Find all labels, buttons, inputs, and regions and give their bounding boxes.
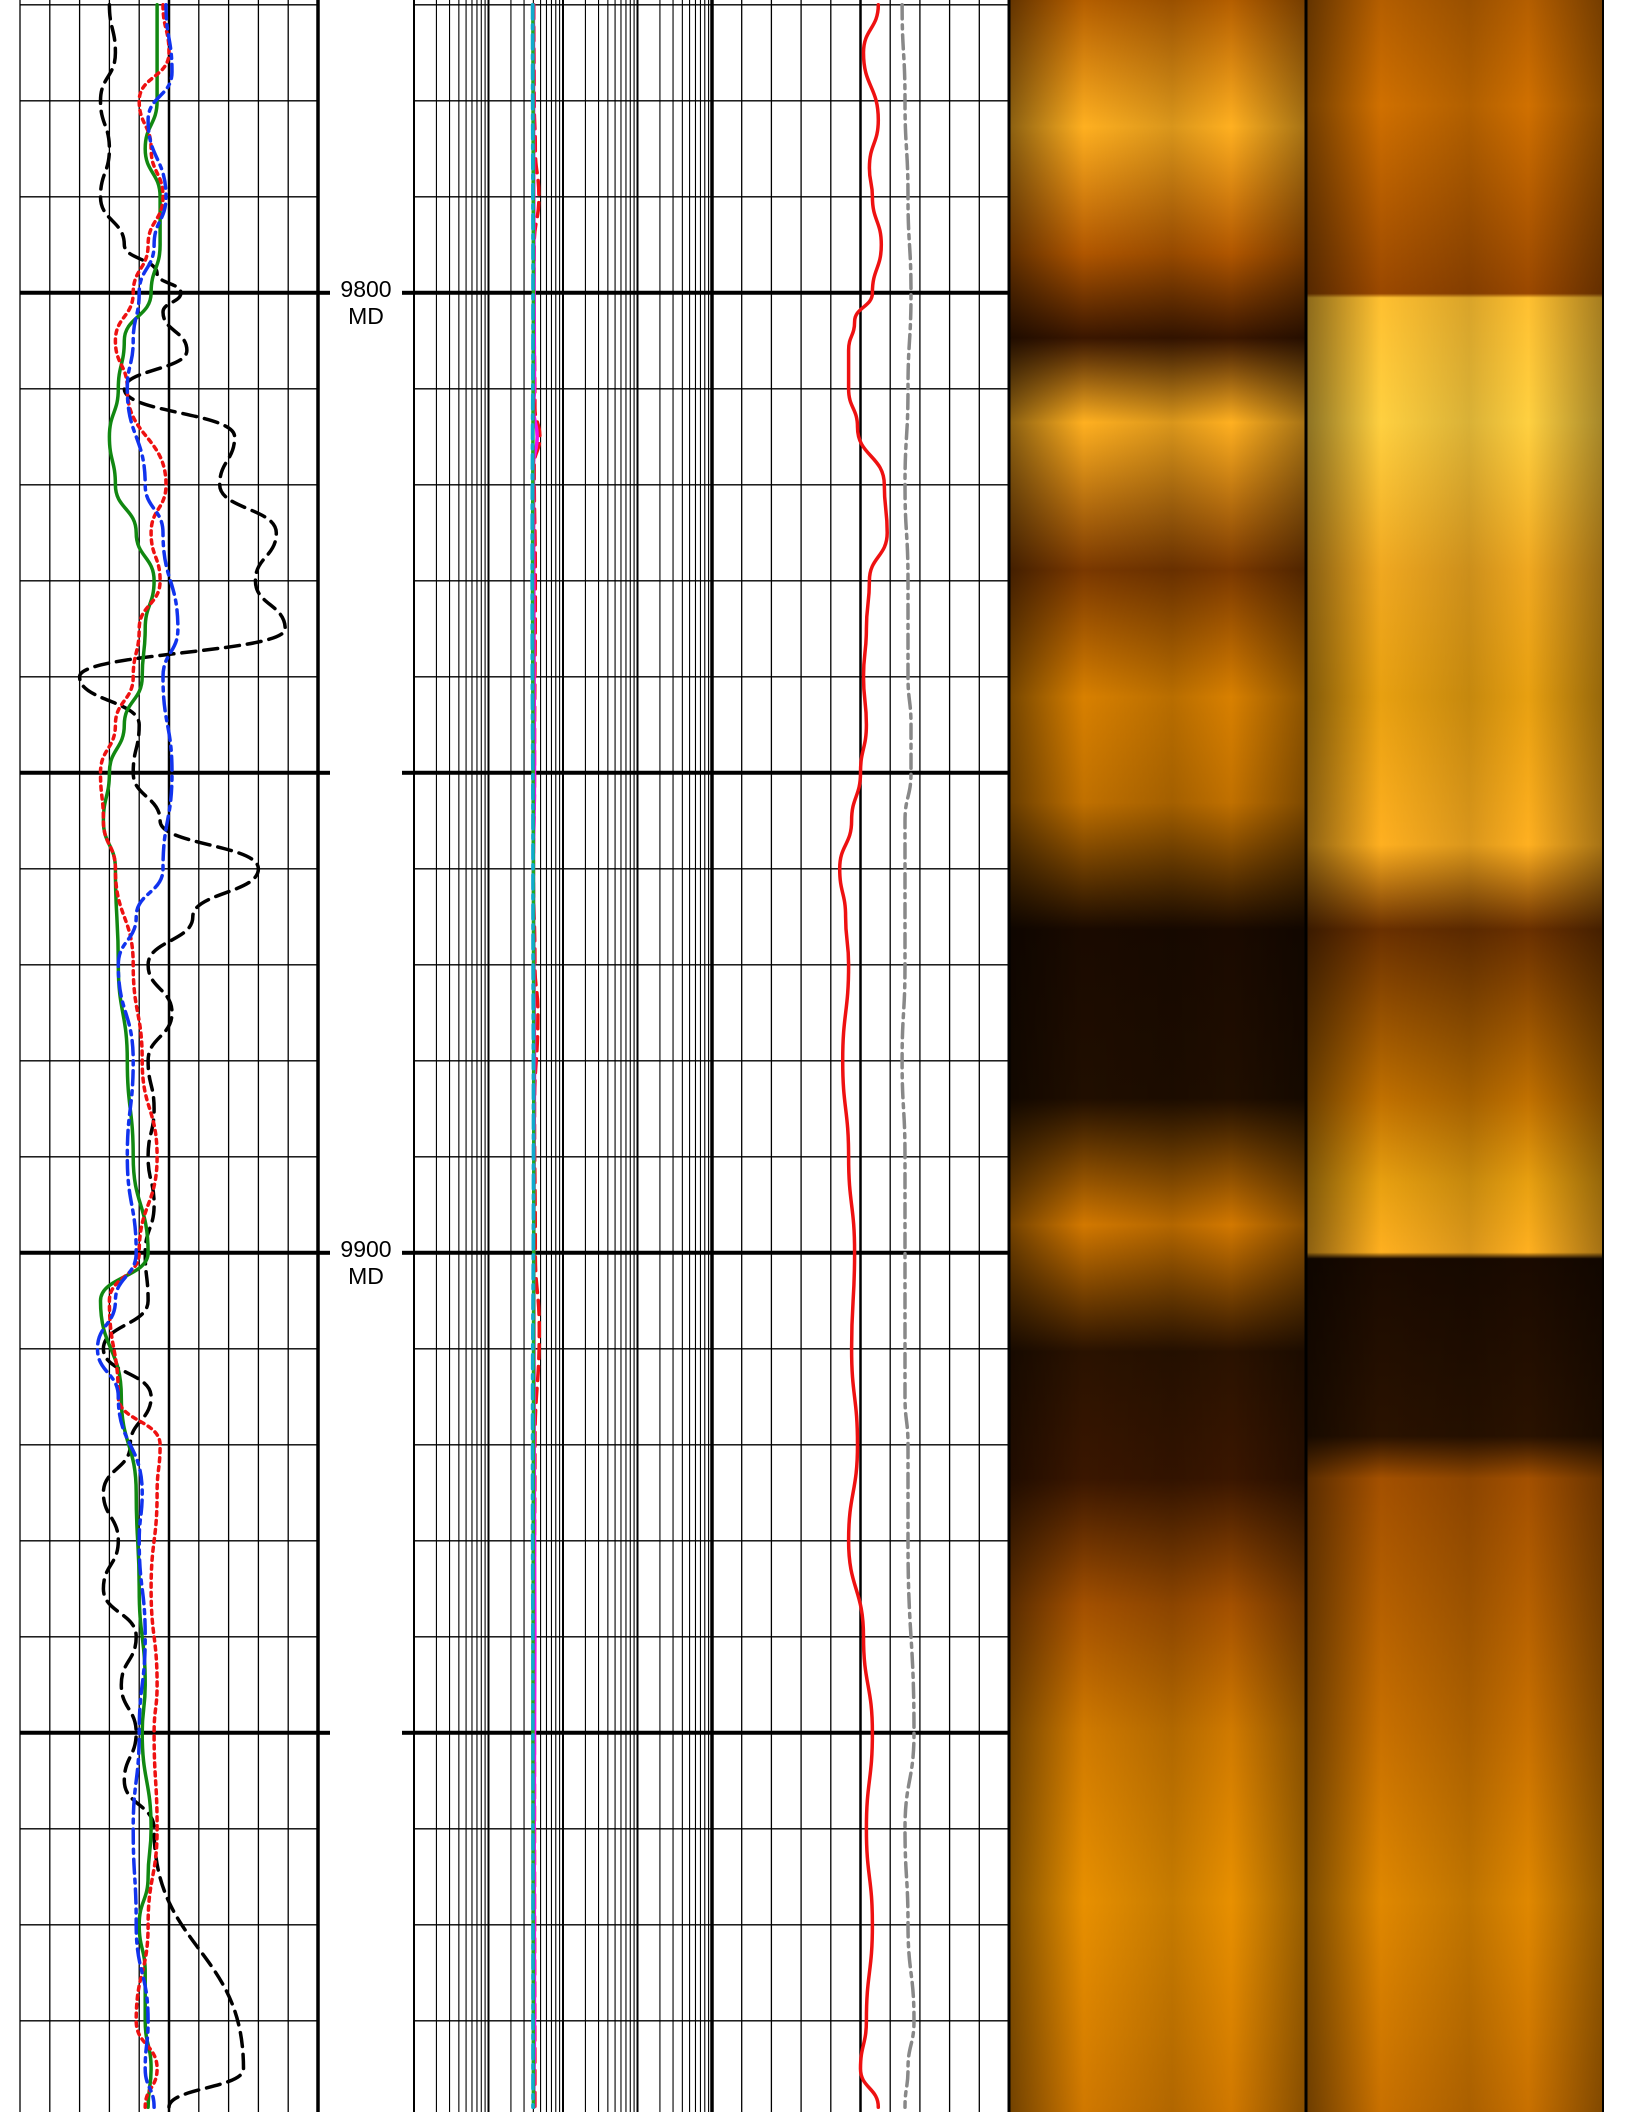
- curve-layer: [77, 3, 916, 2109]
- track-2-curve-cyan-dashdot: [530, 3, 536, 2109]
- image-track-1-shading: [1010, 0, 1305, 2112]
- grid-layer: [19, 0, 1010, 2112]
- depth-track: 9800 MD 9900 MD: [340, 276, 391, 1289]
- track-3-curve-grey-dashdot: [900, 3, 916, 2109]
- track-1-curve-blue-dashdot: [95, 3, 180, 2109]
- depth-label-9800: 9800: [340, 276, 391, 302]
- depth-unit-9900: MD: [348, 1263, 384, 1289]
- track-1-curve-black-dashed: [77, 3, 287, 2109]
- track-1-curve-red-dotted: [98, 3, 171, 2109]
- image-track-2-shading: [1307, 0, 1602, 2112]
- track-3-curve-red-solid: [837, 3, 889, 2109]
- depth-label-9900: 9900: [340, 1236, 391, 1262]
- depth-unit-9800: MD: [348, 303, 384, 329]
- image-tracks: [1007, 0, 1604, 2112]
